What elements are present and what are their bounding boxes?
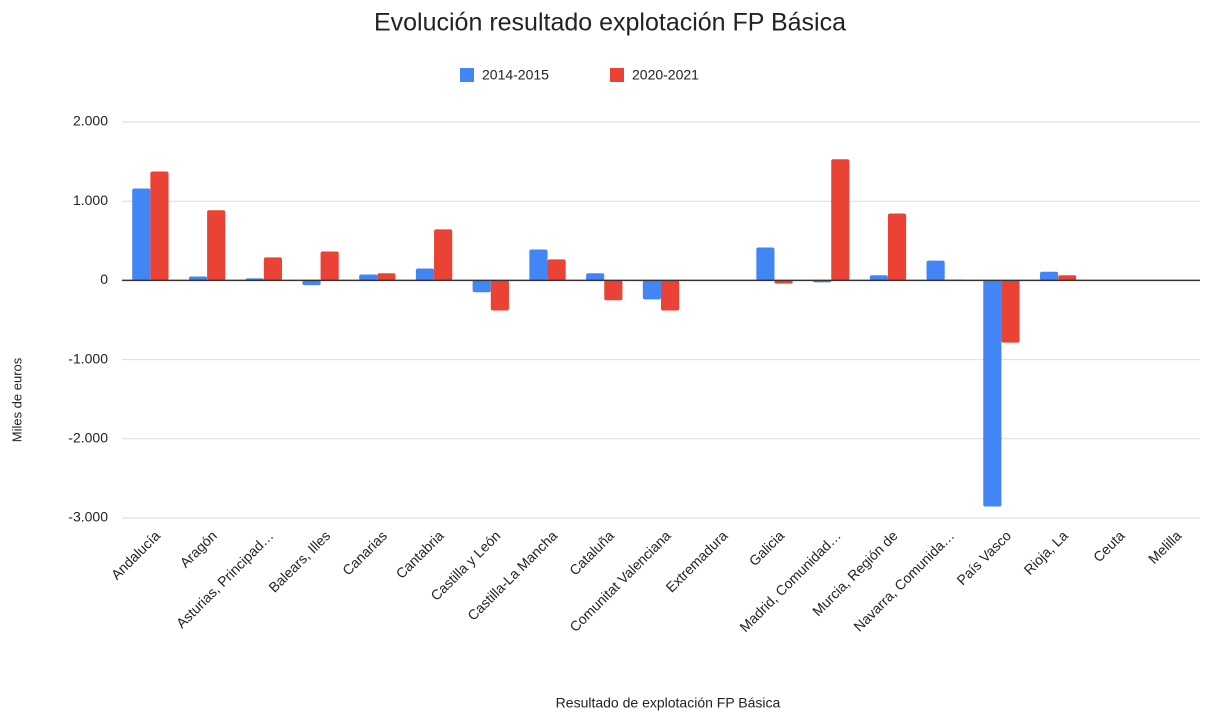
- bar: [661, 280, 680, 311]
- bar: [756, 247, 775, 281]
- y-tick-label: -3.000: [68, 509, 108, 525]
- x-tick-label: Rioja, La: [1021, 527, 1072, 578]
- bar: [586, 273, 605, 281]
- bar: [132, 188, 151, 281]
- legend-label: 2014-2015: [482, 67, 549, 83]
- x-tick-label: Balears, Illes: [265, 527, 333, 595]
- bar: [926, 260, 945, 281]
- bar: [490, 280, 509, 311]
- bar: [1040, 271, 1059, 281]
- bar: [642, 280, 661, 300]
- chart-title: Evolución resultado explotación FP Básic…: [374, 9, 846, 37]
- x-tick-label: Asturias, Principad…: [173, 527, 277, 631]
- bar: [415, 268, 435, 281]
- x-tick-label: Comunitat Valenciana: [566, 527, 674, 635]
- y-tick-label: -2.000: [68, 430, 108, 446]
- x-tick-label: Galicia: [746, 527, 788, 569]
- x-tick-label: Melilla: [1145, 527, 1185, 567]
- legend-label: 2020-2021: [632, 67, 699, 83]
- bar: [472, 280, 491, 293]
- bar: [263, 257, 282, 281]
- x-tick-label: Canarias: [339, 527, 390, 578]
- y-axis-title: Miles de euros: [9, 357, 24, 442]
- x-tick-label: Andalucía: [108, 527, 163, 582]
- bar: [547, 259, 566, 281]
- legend-swatch: [610, 68, 624, 82]
- bar: [831, 159, 850, 281]
- bar: [434, 229, 453, 281]
- bar: [869, 275, 888, 281]
- x-tick-label: Navarra, Comunida…: [850, 527, 957, 634]
- bar: [320, 251, 339, 281]
- bar: [983, 280, 1002, 507]
- bar: [1058, 275, 1077, 281]
- x-tick-label: Aragón: [177, 527, 220, 570]
- bar: [359, 274, 378, 281]
- x-tick-label: Extremadura: [662, 527, 730, 595]
- bar: [1001, 280, 1020, 343]
- bar: [604, 280, 623, 301]
- x-tick-label: Cantabria: [393, 527, 447, 581]
- bar: [887, 213, 907, 281]
- bar: [207, 210, 226, 281]
- legend-swatch: [460, 68, 474, 82]
- x-tick-label: Madrid, Comunidad…: [736, 527, 844, 635]
- x-tick-label: País Vasco: [954, 527, 1015, 588]
- x-tick-label: Ceuta: [1090, 527, 1128, 565]
- bar: [188, 276, 208, 281]
- y-tick-label: 2.000: [73, 113, 108, 129]
- bar: [377, 273, 396, 281]
- bar: [150, 171, 169, 281]
- x-axis-title: Resultado de explotación FP Básica: [556, 695, 781, 711]
- y-tick-label: 0: [100, 271, 108, 287]
- y-tick-label: -1.000: [68, 350, 108, 366]
- bar: [302, 280, 321, 286]
- bar: [774, 280, 793, 284]
- x-tick-label: Cataluña: [566, 527, 617, 578]
- y-tick-label: 1.000: [73, 192, 108, 208]
- bar: [529, 249, 548, 281]
